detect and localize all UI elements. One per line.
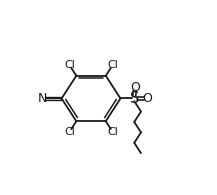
Text: Cl: Cl [107, 60, 118, 70]
Text: Cl: Cl [64, 127, 75, 137]
Text: O: O [130, 82, 140, 94]
Text: N: N [38, 92, 47, 105]
Text: Cl: Cl [64, 60, 75, 70]
Text: S: S [130, 91, 139, 106]
Text: Cl: Cl [107, 127, 118, 137]
Text: O: O [142, 92, 152, 105]
